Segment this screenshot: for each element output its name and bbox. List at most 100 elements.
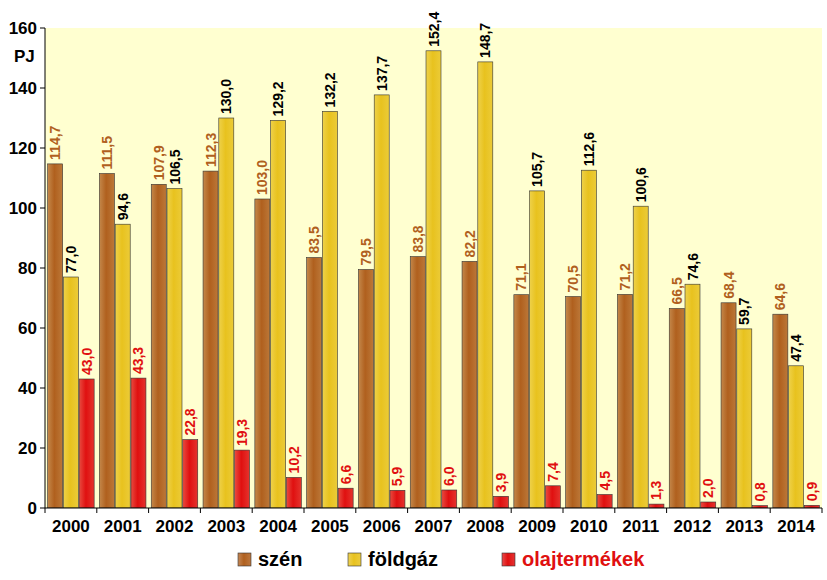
bar	[789, 366, 804, 508]
bar	[63, 277, 78, 508]
y-tick	[40, 448, 45, 449]
bar	[374, 95, 389, 508]
data-label: 6,0	[441, 466, 457, 486]
bar	[115, 224, 130, 508]
data-label: 2,0	[700, 478, 716, 498]
data-label: 3,9	[493, 473, 509, 493]
x-tick	[718, 508, 719, 513]
bar	[183, 440, 198, 508]
bar	[494, 496, 509, 508]
y-tick-label: 100	[9, 199, 37, 218]
y-tick	[40, 208, 45, 209]
x-tick-label: 2014	[777, 517, 815, 536]
bar	[649, 504, 664, 508]
data-label: 64,6	[772, 283, 788, 310]
x-tick-label: 2009	[518, 517, 556, 536]
bar	[48, 164, 63, 508]
bar	[410, 257, 425, 508]
x-axis	[45, 508, 822, 509]
data-label: 70,5	[565, 265, 581, 292]
x-tick-label: 2002	[156, 517, 194, 536]
data-label: 94,6	[115, 193, 131, 220]
x-tick	[459, 508, 460, 513]
x-tick-label: 2010	[570, 517, 608, 536]
data-label: 10,2	[286, 446, 302, 473]
x-tick-label: 2011	[622, 517, 659, 536]
y-tick	[40, 328, 45, 329]
y-tick	[40, 508, 45, 509]
bar	[235, 450, 250, 508]
data-label: 22,8	[182, 408, 198, 435]
data-label: 66,5	[669, 277, 685, 304]
y-tick-label: 40	[18, 379, 37, 398]
bar	[219, 118, 234, 508]
x-tick	[614, 508, 615, 513]
y-tick-label: 60	[18, 319, 37, 338]
bar	[462, 261, 477, 508]
data-label: 0,9	[804, 482, 820, 502]
y-tick-label: 20	[18, 439, 37, 458]
x-tick	[563, 508, 564, 513]
bar	[685, 284, 700, 508]
bar	[338, 488, 353, 508]
data-label: 71,1	[513, 263, 529, 290]
x-tick-label: 2001	[104, 517, 142, 536]
data-label: 59,7	[736, 297, 752, 324]
bar	[514, 295, 529, 508]
y-tick	[40, 28, 45, 29]
x-tick-label: 2006	[363, 517, 401, 536]
data-label: 82,2	[462, 230, 478, 257]
x-tick-label: 2012	[674, 517, 712, 536]
x-tick-label: 2000	[52, 517, 90, 536]
bar	[79, 379, 94, 508]
legend-swatch	[238, 553, 251, 566]
x-tick	[666, 508, 667, 513]
bar	[322, 111, 337, 508]
data-label: 5,9	[389, 467, 405, 487]
y-axis	[45, 28, 46, 508]
x-tick	[96, 508, 97, 513]
y-tick-label: 120	[9, 139, 37, 158]
y-tick	[40, 88, 45, 89]
data-label: 114,7	[47, 125, 63, 159]
x-tick-label: 2008	[466, 517, 504, 536]
bar	[581, 170, 596, 508]
data-label: 105,7	[529, 152, 545, 187]
x-tick	[148, 508, 149, 513]
data-label: 111,5	[99, 136, 115, 170]
data-label: 83,5	[306, 226, 322, 253]
y-tick	[40, 388, 45, 389]
data-label: 79,5	[358, 238, 374, 265]
plot-background	[45, 28, 822, 508]
x-tick	[200, 508, 201, 513]
y-tick-label: 80	[18, 259, 37, 278]
data-label: 148,7	[477, 23, 493, 58]
y-tick-label: 160	[9, 19, 37, 38]
bar	[566, 297, 581, 509]
data-label: 107,9	[151, 145, 167, 180]
data-label: 6,6	[338, 465, 354, 485]
data-label: 43,3	[130, 347, 146, 374]
data-label: 47,4	[788, 334, 804, 361]
y-tick	[40, 268, 45, 269]
bar	[617, 294, 632, 508]
legend-label: olajtermékek	[522, 548, 645, 570]
bar	[390, 490, 405, 508]
data-label: 68,4	[721, 271, 737, 298]
legend-swatch	[502, 553, 515, 566]
legend-swatch	[348, 553, 361, 566]
bar	[167, 189, 182, 509]
data-label: 112,6	[581, 132, 597, 166]
data-label: 100,6	[633, 167, 649, 202]
legend-label: földgáz	[368, 548, 438, 570]
data-label: 103,0	[254, 160, 270, 195]
x-tick-label: 2005	[311, 517, 349, 536]
data-label: 130,0	[218, 79, 234, 114]
data-label: 0,8	[752, 482, 768, 502]
data-label: 137,7	[374, 56, 390, 91]
bar	[255, 199, 270, 508]
bar	[701, 502, 716, 508]
bar	[633, 206, 648, 508]
y-axis-label: PJ	[14, 47, 35, 66]
data-label: 77,0	[63, 246, 79, 273]
